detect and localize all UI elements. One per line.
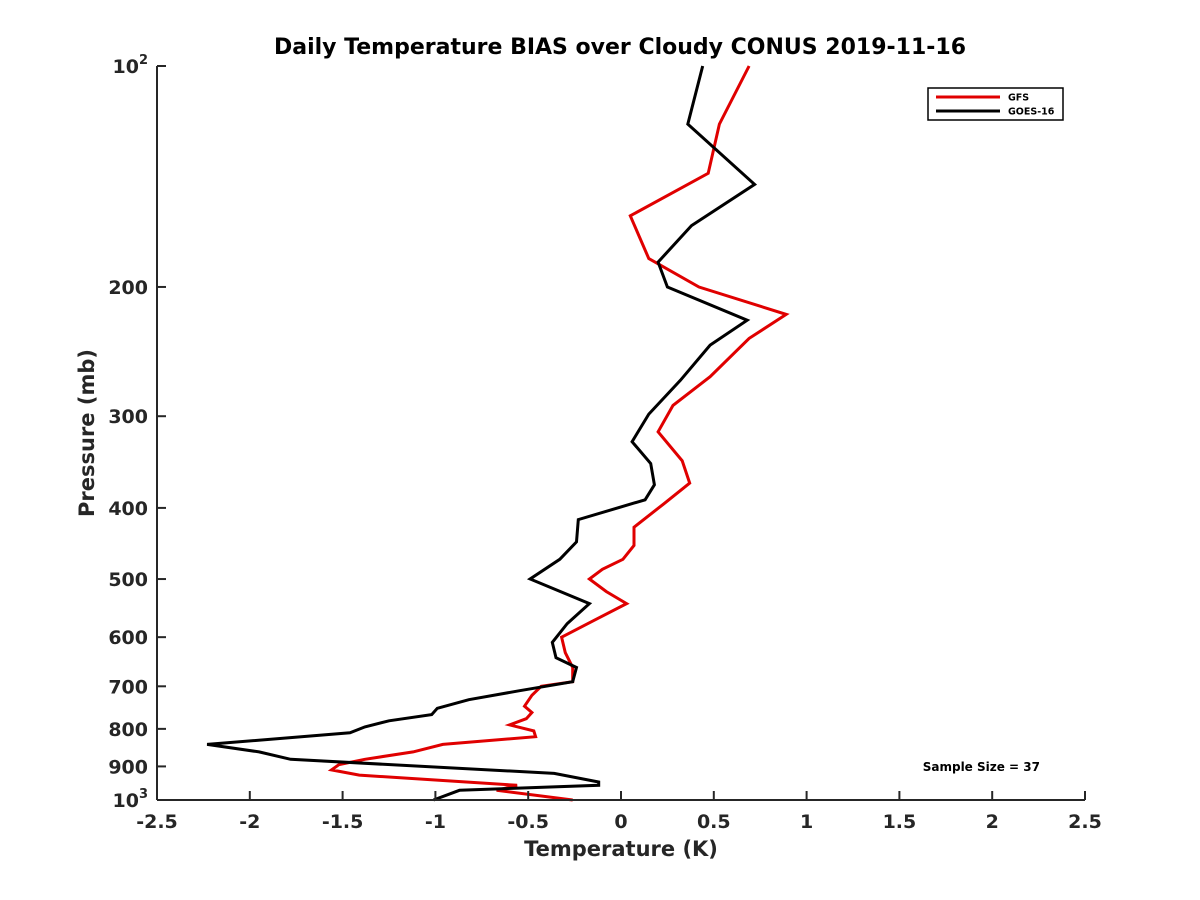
sample-size-annotation: Sample Size = 37 <box>923 760 1040 774</box>
series-line-goes-16 <box>206 65 758 802</box>
x-axis-label: Temperature (K) <box>524 837 718 861</box>
x-tick-label: 2 <box>986 811 999 833</box>
x-tick-label: 2.5 <box>1068 811 1102 833</box>
x-tick-label: 0 <box>614 811 627 833</box>
chart-title: Daily Temperature BIAS over Cloudy CONUS… <box>274 35 966 60</box>
y-tick-label: 600 <box>108 627 148 649</box>
legend-label-gfs: GFS <box>1008 93 1029 104</box>
series-line-gfs <box>327 65 790 802</box>
legend-label-goes-16: GOES-16 <box>1008 107 1055 118</box>
x-tick-label: -1 <box>425 811 446 833</box>
x-tick-label: 1.5 <box>883 811 917 833</box>
y-tick-label: 400 <box>108 498 148 520</box>
y-tick-label: 300 <box>108 406 148 428</box>
y-tick-label: 102 <box>113 53 149 78</box>
legend: GFS GOES-16 <box>927 87 1064 121</box>
y-tick-label: 200 <box>108 277 148 299</box>
x-tick-label: 0.5 <box>697 811 731 833</box>
y-tick-label: 103 <box>113 787 149 812</box>
y-tick-label: 900 <box>108 756 148 778</box>
legend-box <box>927 87 1064 121</box>
y-axis-label: Pressure (mb) <box>75 349 99 517</box>
x-tick-label: -1.5 <box>322 811 364 833</box>
y-tick-label: 700 <box>108 676 148 698</box>
x-tick-label: -2.5 <box>136 811 178 833</box>
x-tick-label: -2 <box>239 811 260 833</box>
axes-layer: -2.5 -2 -1.5 -1 -0.5 0 0.5 1 1.5 2 2.5 102 200 300 400… <box>108 53 1102 833</box>
x-tick-label: 1 <box>800 811 813 833</box>
y-tick-label: 800 <box>108 719 148 741</box>
x-tick-label: -0.5 <box>507 811 549 833</box>
y-tick-label: 500 <box>108 569 148 591</box>
series-layer <box>206 65 790 802</box>
